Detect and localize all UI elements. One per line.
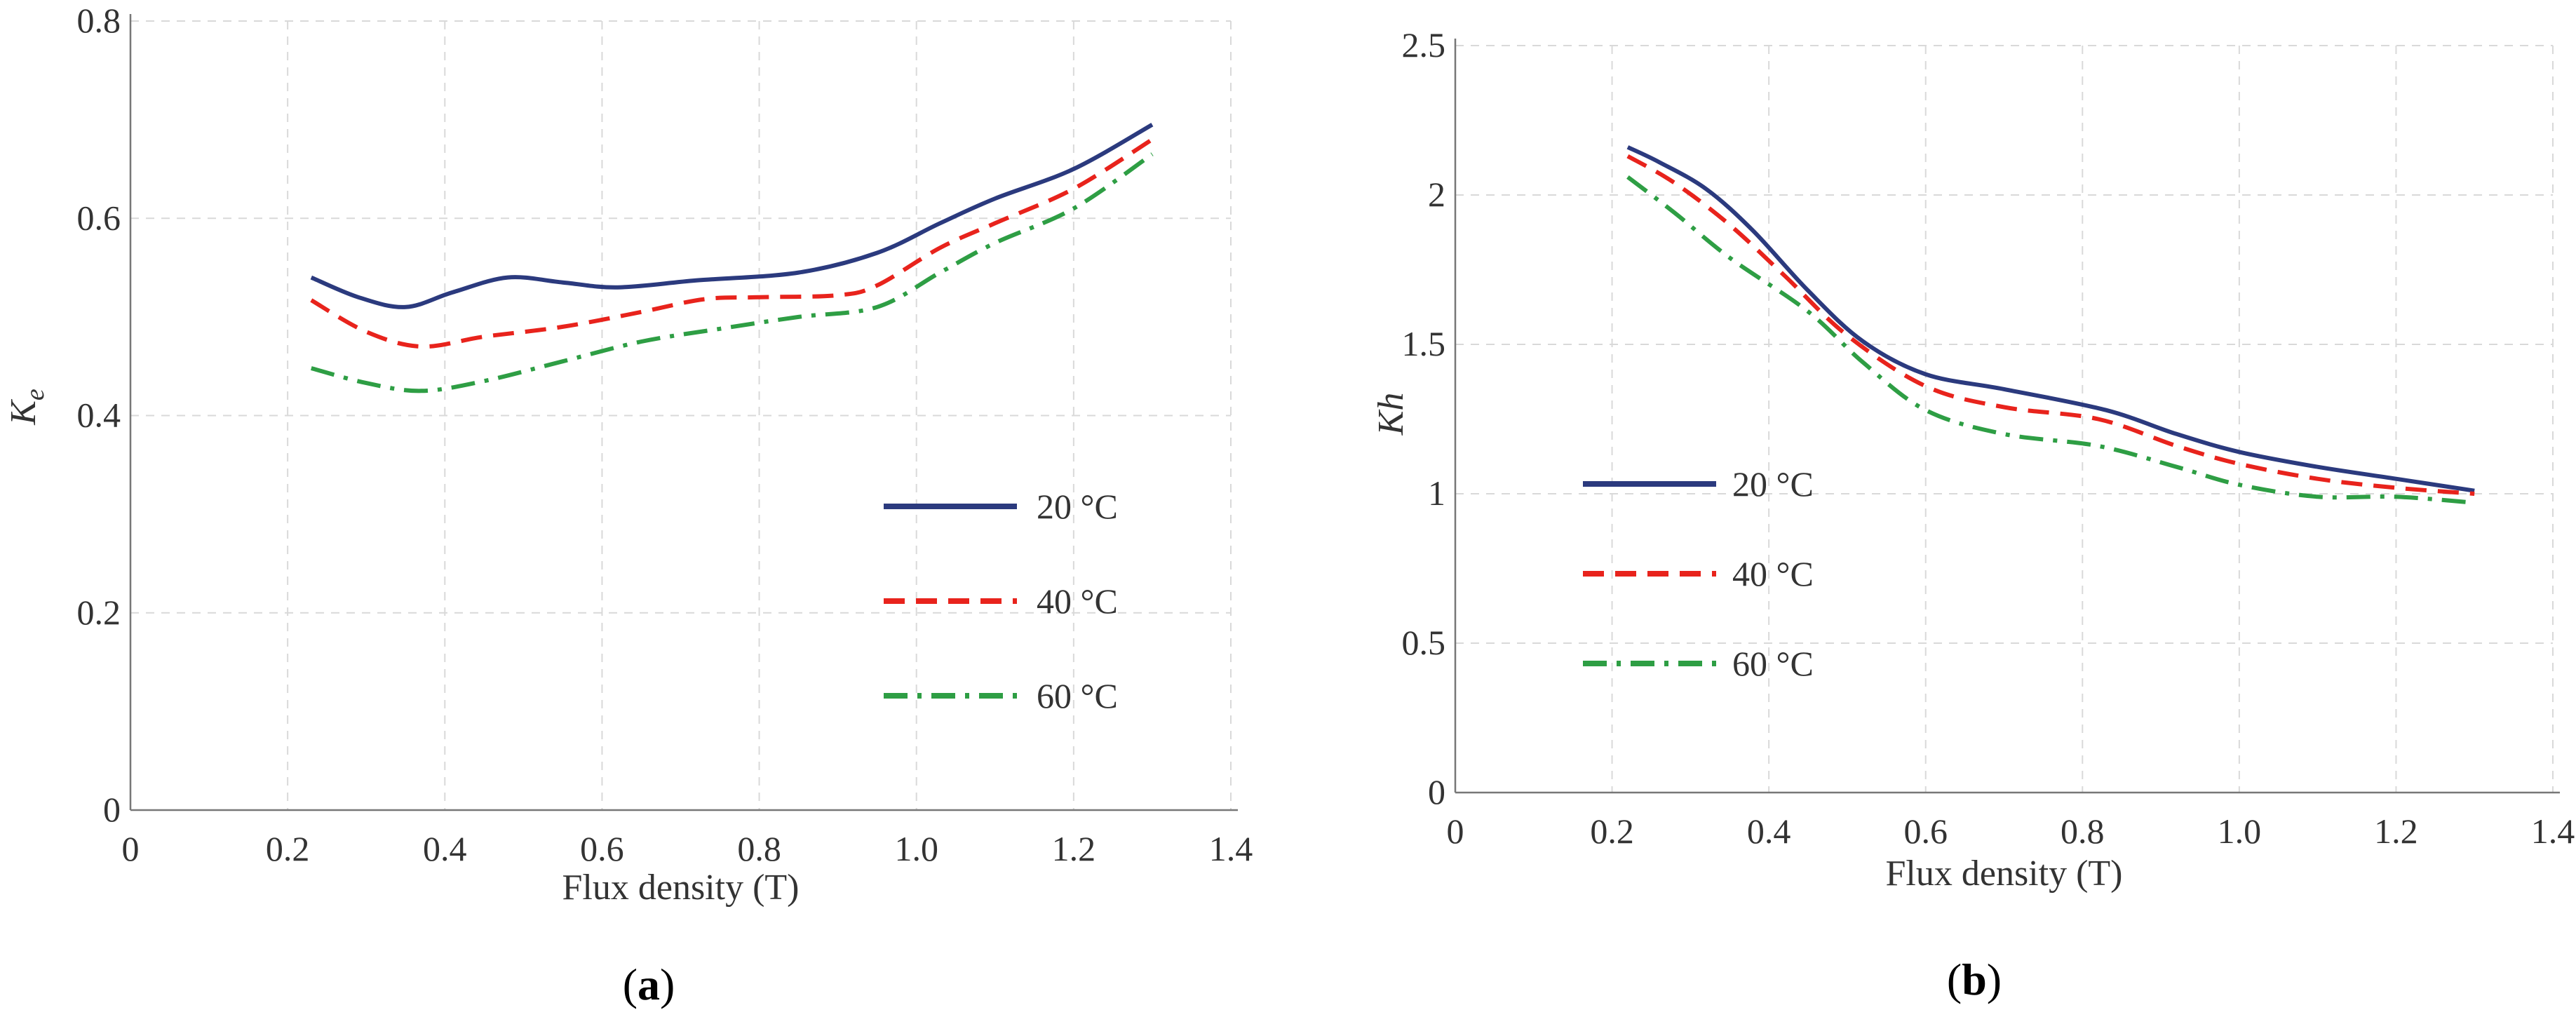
y-axis-label-subscript: e [20, 389, 50, 400]
x-tick-label: 0.6 [580, 829, 624, 868]
x-tick-label: 0.4 [423, 829, 467, 868]
legend-label-space [1767, 644, 1776, 683]
legend-label-20c: 20 °C [1732, 464, 1814, 504]
series-line-20c [1626, 145, 2475, 493]
y-axis-label: Ke [4, 389, 50, 426]
panel-label-letter: b [1962, 955, 1987, 1004]
legend-label-unit: °C [1081, 487, 1118, 526]
x-tick-label: 1.4 [2531, 811, 2575, 851]
legend-label-unit: °C [1776, 644, 1814, 683]
y-tick-label: 2 [1428, 175, 1445, 214]
panel-label-close: ) [660, 959, 675, 1009]
y-tick-label: 1 [1428, 473, 1445, 513]
chart-panel-a: 0 0.2 0.4 0.6 0.8 1.0 1.2 1.400.20.40.60.8Flux … [4, 1, 1253, 1009]
x-tick-label: 0 [122, 829, 140, 868]
x-tick-label: 1.4 [1209, 829, 1253, 868]
panel-label: (b) [1947, 955, 2002, 1004]
x-tick-label: 0.4 [1747, 811, 1791, 851]
y-axis-label-base: K [4, 399, 43, 426]
legend-label-number: 60 [1037, 676, 1072, 715]
x-tick-label: 0 [1447, 811, 1464, 851]
series-line-20c [310, 123, 1154, 309]
x-axis-label: Flux density (T) [562, 868, 800, 908]
panel-label-open: ( [1947, 955, 1962, 1004]
legend-label-40c: 40 °C [1037, 581, 1118, 621]
panel-label-letter: a [638, 959, 660, 1009]
legend-label-60c: 60 °C [1732, 644, 1814, 683]
legend-label-number: 20 [1037, 487, 1072, 526]
y-tick-label: 0.6 [77, 198, 121, 237]
legend-label-unit: °C [1776, 554, 1814, 593]
legend-label-space [1767, 464, 1776, 504]
legend-label-number: 40 [1732, 554, 1767, 593]
legend-label-number: 20 [1732, 464, 1767, 504]
legend-label-number: 40 [1037, 581, 1072, 621]
x-tick-label: 1.0 [2218, 811, 2262, 851]
legend-label-unit: °C [1081, 676, 1118, 715]
x-tick-label: 0.6 [1903, 811, 1948, 851]
legend-label-unit: °C [1776, 464, 1814, 504]
x-tick-label: 1.0 [894, 829, 938, 868]
legend: 20 °C40 °C60 °C [884, 487, 1118, 715]
series-line-40c [310, 137, 1154, 349]
legend-label-40c: 40 °C [1732, 554, 1814, 593]
legend-label-space [1072, 676, 1081, 715]
y-tick-label: 0 [1428, 772, 1445, 811]
y-tick-label: 0.4 [77, 396, 121, 435]
series-line-40c [1626, 154, 2475, 496]
x-tick-label: 1.2 [1052, 829, 1096, 868]
legend-label-60c: 60 °C [1037, 676, 1118, 715]
panel-label: (a) [623, 959, 675, 1009]
legend-label-20c: 20 °C [1037, 487, 1118, 526]
legend-label-number: 60 [1732, 644, 1767, 683]
series-line-60c [1626, 175, 2475, 505]
y-tick-label: 2.5 [1402, 25, 1446, 65]
x-tick-label: 1.2 [2374, 811, 2418, 851]
x-tick-label: 0.8 [737, 829, 781, 868]
y-axis-label-base: Kh [1371, 393, 1411, 436]
x-tick-label: 0.2 [1590, 811, 1634, 851]
x-tick-label: 0.2 [266, 829, 310, 868]
x-axis-label: Flux density (T) [1886, 854, 2123, 894]
x-tick-label: 0.8 [2061, 811, 2105, 851]
y-tick-label: 0.8 [77, 1, 121, 40]
legend: 20 °C40 °C60 °C [1583, 464, 1814, 683]
y-tick-label: 0 [103, 790, 121, 829]
panel-label-open: ( [623, 959, 638, 1009]
legend-label-unit: °C [1081, 581, 1118, 621]
legend-label-space [1072, 581, 1081, 621]
legend-label-space [1767, 554, 1776, 593]
y-axis-label: Kh [1371, 393, 1411, 436]
series-line-60c [311, 152, 1154, 393]
panel-label-close: ) [1987, 955, 2002, 1004]
legend-label-space [1072, 487, 1081, 526]
chart-panel-b: 0 0.2 0.4 0.6 0.8 1.0 1.2 1.4 0 0.5 1 1.5 2 2.5 Flux d… [1371, 25, 2575, 1004]
y-tick-label: 0.2 [77, 593, 121, 632]
y-tick-label: 0.5 [1402, 623, 1446, 662]
y-tick-label: 1.5 [1402, 324, 1446, 363]
